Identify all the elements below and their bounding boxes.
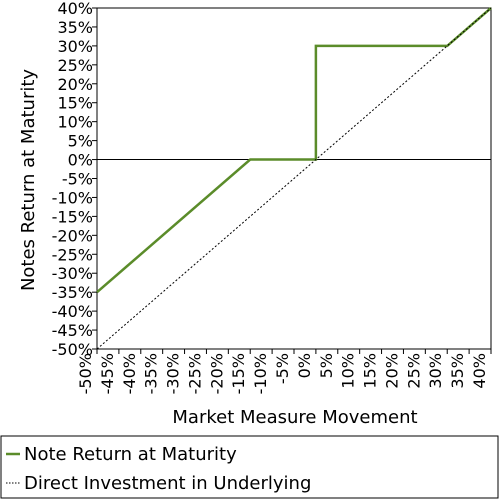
y-tick-label: -35% [52, 283, 93, 302]
x-tick-label: 35% [448, 353, 467, 389]
y-tick-label: 5% [68, 132, 93, 151]
plot-area [96, 7, 492, 350]
x-tick-label: -45% [98, 353, 117, 394]
x-tick-label: -30% [164, 353, 183, 394]
y-tick-label: 40% [57, 0, 93, 18]
y-tick-label: -40% [52, 302, 93, 321]
x-tick-label: 30% [426, 353, 445, 389]
x-tick-label: -50% [76, 353, 95, 394]
x-tick-label: 20% [382, 353, 401, 389]
x-tick-label: -15% [229, 353, 248, 394]
legend-label-1: Note Return at Maturity [24, 444, 237, 465]
y-tick-label: 30% [57, 37, 93, 56]
y-tick-label: 20% [57, 75, 93, 94]
y-axis-title: Notes Return at Maturity [18, 69, 39, 291]
x-tick-label: 0% [295, 353, 314, 378]
x-tick-label: 40% [470, 353, 489, 389]
x-axis-title: Market Measure Movement [172, 407, 417, 428]
x-tick-label: 25% [404, 353, 423, 389]
y-tick-label: 25% [57, 56, 93, 75]
y-tick-label: -50% [52, 340, 93, 359]
x-tick-label: -35% [142, 353, 161, 394]
legend-box [0, 435, 499, 499]
y-tick-label: -25% [52, 245, 93, 264]
y-tick-label: -10% [52, 188, 93, 207]
x-axis-ticks: -50% -45% -40% -35% -30% -25% -20% -15% -10% -5% 0… [76, 349, 492, 394]
y-axis-ticks: 40%35%30%25%20%15%10%5%0%-5%-10%-15%-20%… [52, 0, 97, 359]
x-tick-label: 15% [361, 353, 380, 389]
y-tick-label: 0% [68, 151, 93, 170]
legend: Note Return at Maturity Direct Investment… [0, 435, 499, 499]
y-tick-label: -15% [52, 207, 93, 226]
series-line-2 [96, 7, 492, 350]
y-tick-label: -45% [52, 321, 93, 340]
x-tick-label: -20% [207, 353, 226, 394]
x-tick-label: -5% [273, 353, 292, 384]
x-tick-label: -10% [251, 353, 270, 394]
x-tick-label: 10% [339, 353, 358, 389]
y-tick-label: -20% [52, 226, 93, 245]
legend-label-2: Direct Investment in Underlying [24, 473, 311, 494]
y-tick-label: -30% [52, 264, 93, 283]
y-tick-label: 15% [57, 94, 93, 113]
y-tick-label: -5% [62, 170, 93, 189]
x-tick-label: -25% [185, 353, 204, 394]
x-tick-label: -40% [120, 353, 139, 394]
x-tick-label: 5% [317, 353, 336, 378]
y-tick-label: 10% [57, 113, 93, 132]
y-tick-label: 35% [57, 18, 93, 37]
